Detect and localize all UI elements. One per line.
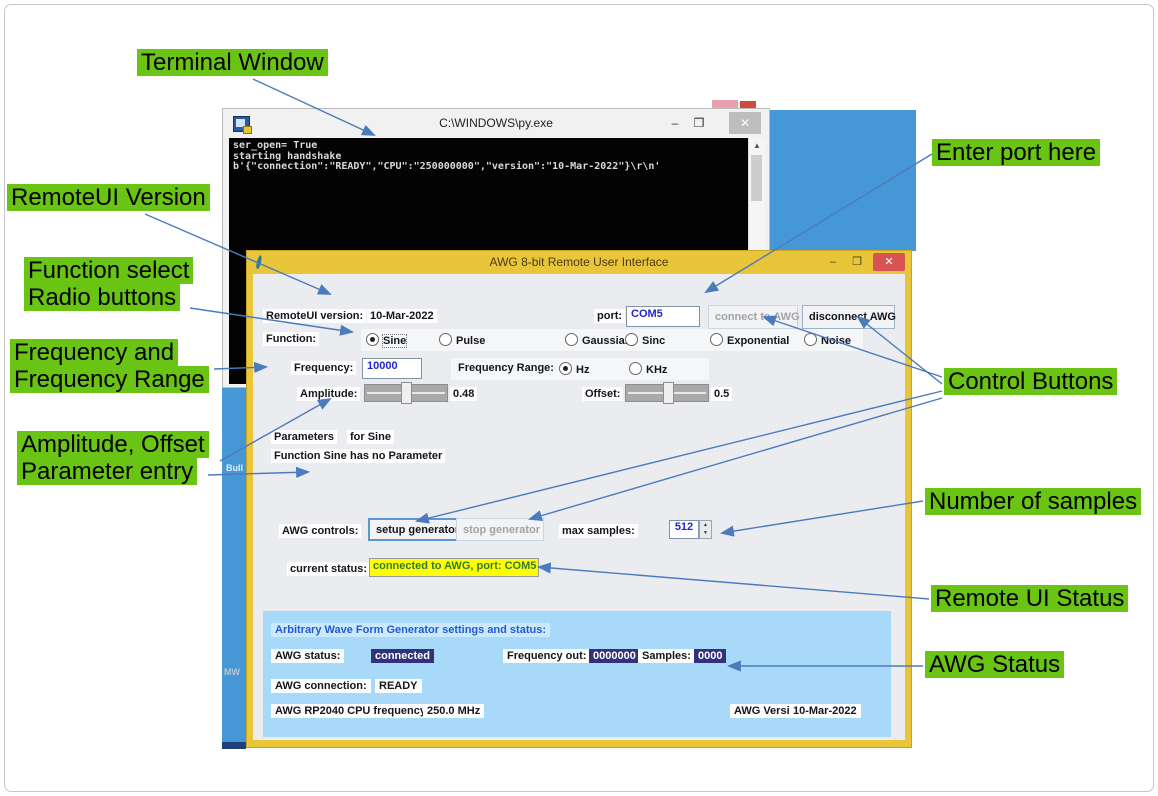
connect-awg-button[interactable]: connect to AWG xyxy=(708,305,800,329)
awg-status-panel: Arbitrary Wave Form Generator settings a… xyxy=(263,611,891,737)
awg-version-value: 10-Mar-2022 xyxy=(789,704,861,718)
radio-icon xyxy=(629,362,642,375)
desktop-fragment xyxy=(740,101,756,108)
offset-label: Offset: xyxy=(582,387,624,401)
max-samples-label: max samples: xyxy=(559,524,638,538)
port-input[interactable]: COM5 xyxy=(626,306,700,327)
radio-exponential[interactable]: Exponential xyxy=(710,333,789,347)
radio-selected-icon xyxy=(366,333,379,346)
remoteui-version-value: 10-Mar-2022 xyxy=(367,309,437,323)
awg-connection-label: AWG connection: xyxy=(271,679,371,693)
awg-window: AWG 8-bit Remote User Interface – ❒ ✕ Re… xyxy=(246,250,912,748)
annotation-remote-ui-status: Remote UI Status xyxy=(931,585,1129,612)
desktop-area xyxy=(770,110,916,251)
cpu-frequency-label: AWG RP2040 CPU frequency: xyxy=(271,704,434,718)
scroll-up-icon[interactable]: ▲ xyxy=(753,141,761,150)
offset-slider-handle[interactable] xyxy=(663,382,674,404)
annotation-amplitude-offset: Amplitude, Offset Parameter entry xyxy=(17,431,209,485)
port-label: port: xyxy=(594,309,626,323)
awg-connection-value: READY xyxy=(375,679,422,693)
figure-border xyxy=(4,4,1154,792)
frequency-out-value: 0000000 xyxy=(589,649,640,663)
awg-controls-label: AWG controls: xyxy=(279,524,362,538)
awg-window-title: AWG 8-bit Remote User Interface xyxy=(489,255,669,269)
desktop-icon-label: Bull xyxy=(226,463,243,473)
radio-icon xyxy=(439,333,452,346)
frequency-label: Frequency: xyxy=(291,361,357,375)
cpu-frequency-value: 250.0 MHz xyxy=(423,704,485,718)
offset-slider[interactable] xyxy=(625,382,709,404)
annotation-control-buttons: Control Buttons xyxy=(944,368,1118,395)
annotation-number-of-samples: Number of samples xyxy=(925,488,1142,515)
samples-label: Samples: xyxy=(638,649,695,663)
annotation-terminal-window: Terminal Window xyxy=(137,49,328,76)
annotation-function-select: Function select Radio buttons xyxy=(24,257,194,311)
annotation-awg-status: AWG Status xyxy=(925,651,1065,678)
radio-sinc[interactable]: Sinc xyxy=(625,333,665,347)
desktop-icon-label: MW xyxy=(224,667,240,677)
annotation-frequency-range: Frequency and Frequency Range xyxy=(10,339,209,393)
radio-selected-icon xyxy=(559,362,572,375)
awg-close-button[interactable]: ✕ xyxy=(873,253,905,271)
frequency-input[interactable]: 10000 xyxy=(362,358,422,379)
radio-hz[interactable]: Hz xyxy=(559,362,589,376)
annotation-enter-port: Enter port here xyxy=(932,139,1101,166)
current-status-field: connected to AWG, port: COM5 xyxy=(369,558,539,577)
desktop-area: Bull MW xyxy=(222,385,246,742)
desktop-fragment xyxy=(712,100,738,108)
amplitude-slider-handle[interactable] xyxy=(401,382,412,404)
parameters-label: Parameters xyxy=(271,430,337,444)
radio-noise[interactable]: Noise xyxy=(804,333,851,347)
current-status-label: current status: xyxy=(287,562,371,576)
samples-value: 0000 xyxy=(694,649,727,663)
radio-pulse[interactable]: Pulse xyxy=(439,333,485,347)
disconnect-awg-button[interactable]: disconnect AWG xyxy=(802,305,896,329)
awg-status-label: AWG status: xyxy=(271,649,345,663)
spin-up-icon[interactable]: ▲ xyxy=(703,522,708,528)
awg-content: RemoteUI version: 10-Mar-2022 port: COM5… xyxy=(253,274,905,740)
max-samples-input[interactable]: 512 xyxy=(669,520,699,539)
awg-titlebar[interactable]: AWG 8-bit Remote User Interface – ❒ ✕ xyxy=(247,251,911,274)
frequency-range-label: Frequency Range: xyxy=(458,362,554,374)
awg-panel-title: Arbitrary Wave Form Generator settings a… xyxy=(271,623,550,637)
radio-sine[interactable]: Sine xyxy=(366,333,408,348)
awg-minimize-button[interactable]: – xyxy=(829,256,837,268)
function-param-label: Function Sine xyxy=(271,449,350,463)
terminal-close-button[interactable]: ✕ xyxy=(729,112,761,134)
parameters-for-label: for Sine xyxy=(347,430,394,444)
amplitude-label: Amplitude: xyxy=(297,387,361,401)
function-param-value: has no Parameter xyxy=(347,449,446,463)
radio-icon xyxy=(565,333,578,346)
scrollbar-thumb[interactable] xyxy=(751,155,762,201)
radio-icon xyxy=(804,333,817,346)
stop-generator-button[interactable]: stop generator xyxy=(456,518,544,541)
radio-gaussian[interactable]: Gaussian xyxy=(565,333,632,347)
amplitude-slider[interactable] xyxy=(364,382,448,404)
annotation-remoteui-version: RemoteUI Version xyxy=(7,184,210,211)
max-samples-spinner[interactable]: ▲ ▼ xyxy=(699,520,712,539)
setup-generator-button[interactable]: setup generator xyxy=(368,518,459,541)
frequency-out-label: Frequency out: xyxy=(503,649,591,663)
awg-maximize-button[interactable]: ❒ xyxy=(852,256,862,268)
terminal-maximize-button[interactable]: ❒ xyxy=(693,116,705,130)
terminal-line: b'{"connection":"READY","CPU":"250000000… xyxy=(233,161,661,172)
terminal-line: ser_open= True xyxy=(233,140,318,151)
offset-value: 0.5 xyxy=(711,387,733,401)
function-radio-strip xyxy=(361,329,863,351)
radio-khz[interactable]: KHz xyxy=(629,362,667,376)
spin-down-icon[interactable]: ▼ xyxy=(703,530,708,536)
function-label: Function: xyxy=(263,332,320,346)
terminal-minimize-button[interactable]: – xyxy=(671,116,679,130)
terminal-titlebar[interactable]: C:\WINDOWS\py.exe – ❒ ✕ xyxy=(223,109,769,138)
radio-icon xyxy=(625,333,638,346)
terminal-title: C:\WINDOWS\py.exe xyxy=(439,116,553,130)
remoteui-version-label: RemoteUI version: xyxy=(263,309,367,323)
awg-status-value: connected xyxy=(371,649,435,663)
desktop-fragment xyxy=(222,742,246,749)
amplitude-value: 0.48 xyxy=(450,387,478,401)
terminal-app-icon xyxy=(233,116,252,134)
terminal-line: starting handshake xyxy=(233,150,342,162)
frequency-range-strip xyxy=(451,358,709,380)
radio-icon xyxy=(710,333,723,346)
